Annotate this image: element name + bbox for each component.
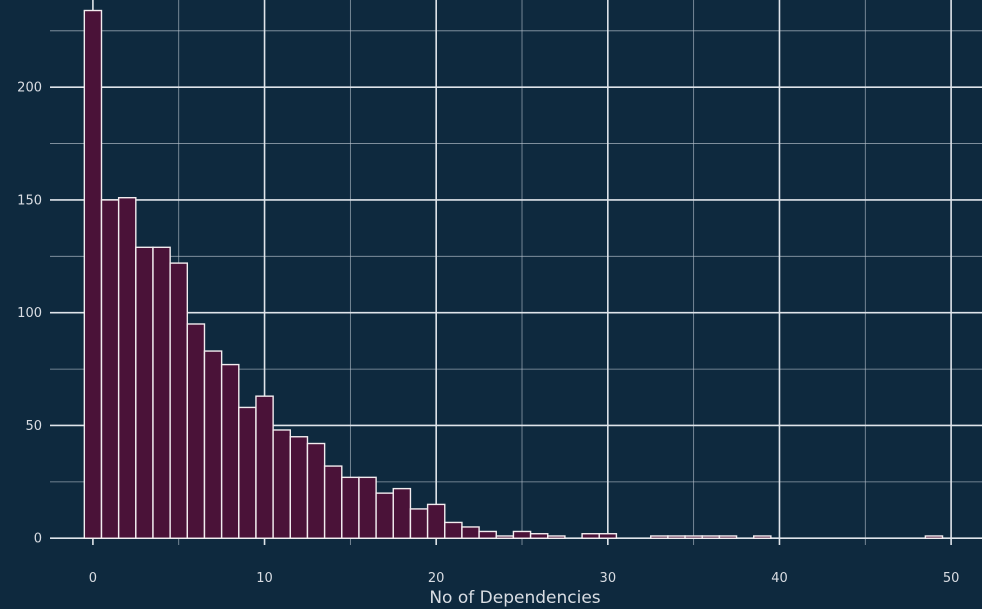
histogram-bar [169, 262, 189, 539]
histogram-bar [547, 535, 566, 539]
histogram-bar [203, 350, 223, 539]
histogram-bar [684, 535, 703, 539]
histogram-bar [529, 533, 549, 539]
histogram-bar [444, 521, 463, 539]
x-tick-label: 40 [771, 571, 788, 586]
x-tick-label: 30 [600, 571, 617, 586]
histogram-bar [186, 323, 206, 539]
histogram-bar [83, 9, 103, 539]
histogram-bar [512, 530, 532, 539]
histogram-bar [495, 535, 515, 539]
histogram-bar [135, 246, 154, 539]
y-tick-label: 200 [17, 81, 42, 96]
histogram-bar [341, 476, 360, 539]
histogram-bar [100, 199, 120, 539]
y-tick-label: 150 [17, 193, 42, 208]
tick-labels: 0 10 20 30 40 50 0 50 100 150 200 [17, 81, 959, 586]
histogram-bar [667, 535, 686, 539]
histogram-bar [753, 535, 772, 539]
histogram-bar [581, 533, 600, 539]
y-tick-label: 100 [17, 306, 42, 321]
histogram-bar [598, 533, 618, 539]
histogram-bar [375, 492, 394, 539]
histogram-bar [323, 465, 343, 539]
histogram-bar [289, 436, 309, 539]
histogram-bar [272, 429, 291, 539]
histogram-bar [358, 476, 377, 539]
histogram-bar [152, 246, 171, 539]
x-tick-label: 0 [89, 571, 97, 586]
histogram-bar [650, 535, 669, 539]
histogram-bar [478, 530, 497, 539]
histogram-bar [220, 363, 240, 539]
histogram-bar [255, 395, 274, 539]
y-tick-label: 0 [34, 532, 42, 547]
histogram-bar [718, 535, 738, 539]
histogram-bars [83, 9, 944, 539]
histogram-bar [238, 406, 257, 539]
x-tick-label: 10 [256, 571, 273, 586]
x-tick-label: 50 [943, 571, 960, 586]
x-tick-label: 20 [428, 571, 445, 586]
histogram-bar [924, 535, 944, 539]
y-tick-label: 50 [25, 419, 42, 434]
x-axis-label: No of Dependencies [429, 588, 600, 608]
histogram-bar [306, 442, 326, 539]
histogram-bar [409, 508, 429, 539]
histogram-bar [117, 196, 137, 539]
histogram-bar [392, 487, 412, 539]
histogram-bar [701, 535, 721, 539]
histogram-bar [426, 503, 446, 539]
histogram-bar [461, 526, 480, 539]
